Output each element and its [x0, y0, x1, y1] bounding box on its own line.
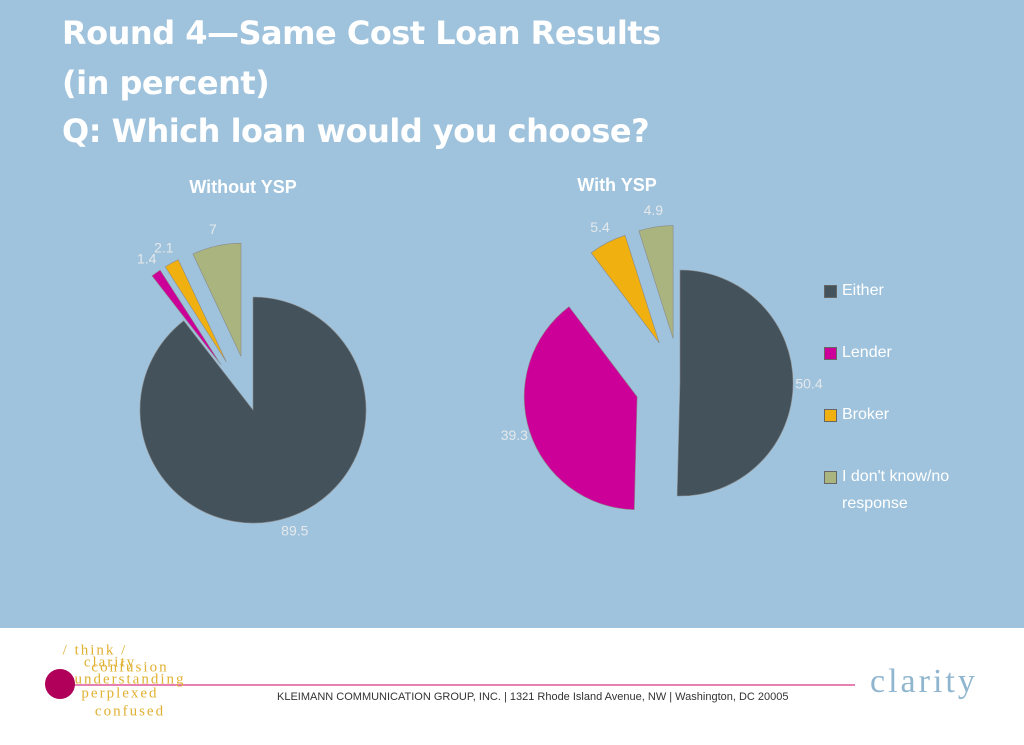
data-label: 2.1 — [154, 240, 174, 256]
brand: clarity — [870, 663, 978, 700]
title-line: (in percent) — [62, 64, 270, 102]
pie-slice — [192, 243, 242, 357]
logo-word: / think / — [63, 642, 128, 658]
data-label: 39.3 — [501, 427, 528, 443]
data-label: 7 — [209, 221, 217, 237]
legend-label: Either — [842, 282, 884, 299]
chart-title: Without YSP — [189, 177, 297, 197]
logo-word: perplexed — [81, 685, 158, 701]
pie-slice — [638, 225, 674, 339]
data-label: 89.5 — [281, 523, 308, 539]
logo-word: confused — [95, 703, 165, 719]
pie-slice — [139, 296, 367, 524]
legend-label: Lender — [842, 344, 892, 361]
pie-slice — [151, 269, 222, 366]
title-line: Q: Which loan would you choose? — [62, 112, 650, 150]
pie-slice — [523, 306, 638, 511]
legend-label: Broker — [842, 406, 890, 423]
chart-title: With YSP — [577, 175, 657, 195]
data-label: 5.4 — [590, 219, 610, 235]
pie-slice — [164, 259, 227, 363]
pie-slice — [590, 234, 660, 344]
slide-background — [0, 0, 1024, 628]
legend-swatch — [824, 471, 837, 484]
title-line: Round 4—Same Cost Loan Results — [62, 14, 661, 52]
data-label: 1.4 — [137, 250, 157, 266]
legend-swatch — [824, 409, 837, 422]
legend-swatch — [824, 347, 837, 360]
pie-slice — [676, 269, 794, 497]
legend-label: I don't know/no response — [842, 468, 950, 512]
data-label: 50.4 — [795, 375, 822, 391]
logo-word: clarity — [84, 654, 136, 670]
footer-text: KLEIMANN COMMUNICATION GROUP, INC. | 132… — [277, 691, 789, 703]
legend-swatch — [824, 285, 837, 298]
logo-word: understanding — [75, 671, 186, 687]
logo-word: confusion — [91, 659, 168, 675]
data-label: 4.9 — [644, 202, 664, 218]
logo-dot — [45, 669, 75, 699]
